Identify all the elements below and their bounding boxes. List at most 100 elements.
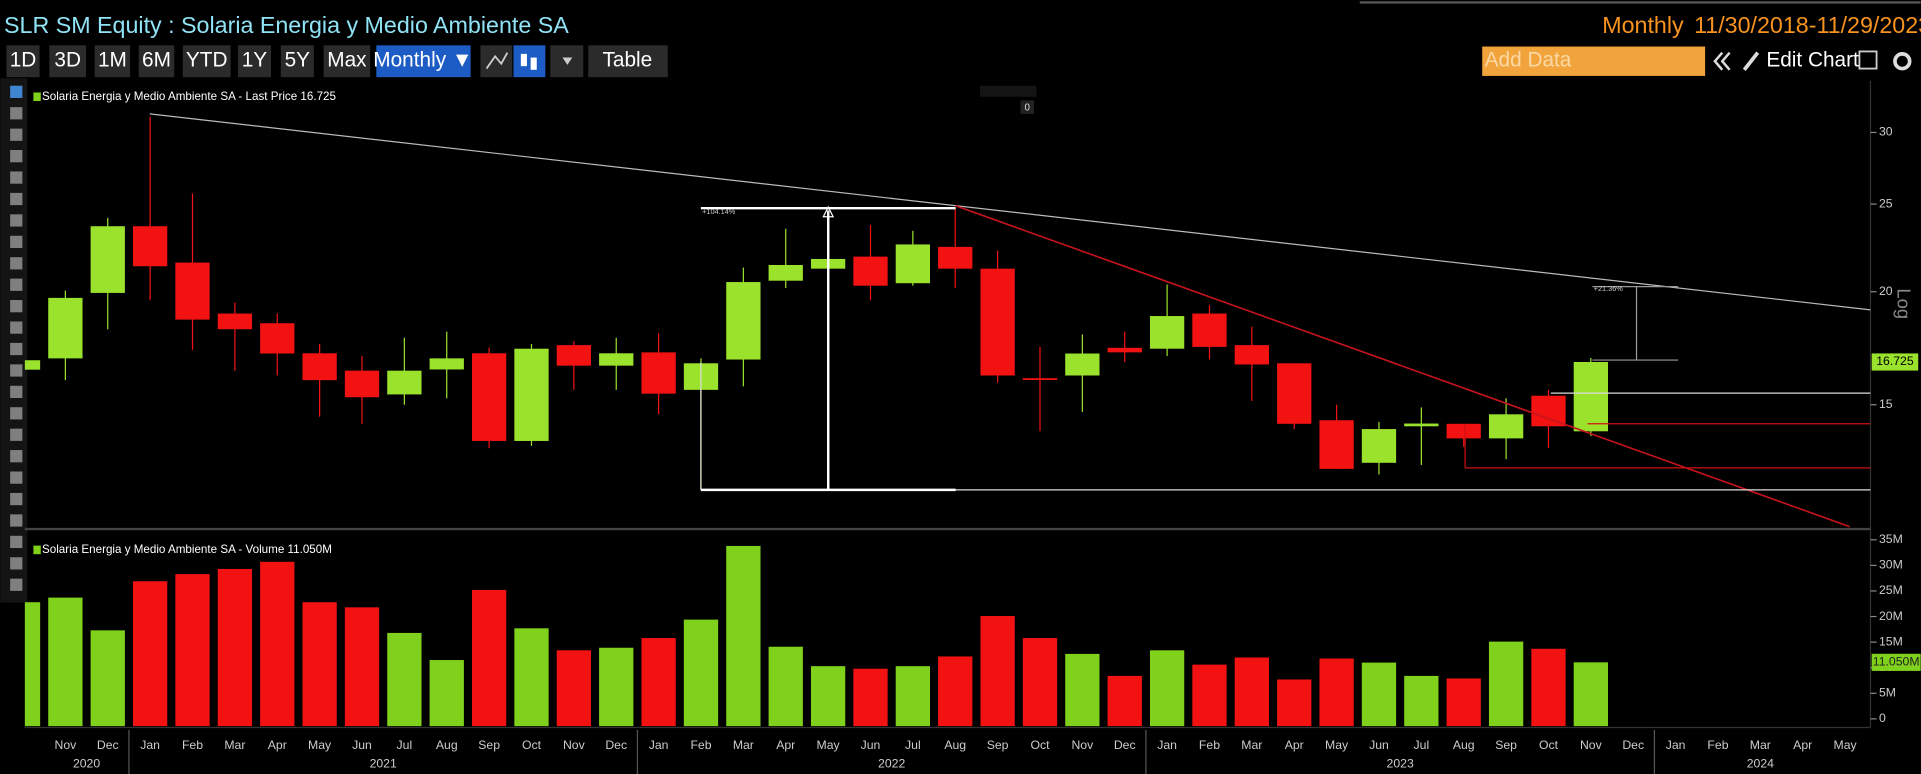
tool-icon[interactable] — [10, 535, 23, 549]
range-label[interactable]: Max — [327, 49, 367, 72]
candle-body — [429, 358, 464, 370]
mini-toolbar[interactable] — [980, 85, 1037, 97]
tool-icon[interactable] — [10, 300, 23, 313]
range-label[interactable]: 1M — [98, 49, 127, 72]
candle-body — [938, 246, 973, 269]
candle-body — [217, 313, 253, 330]
x-tick-label: Jan — [1157, 738, 1177, 752]
scale-label: Log — [1893, 288, 1914, 319]
x-tick-label: Aug — [436, 738, 458, 752]
frequency-button[interactable] — [376, 45, 471, 78]
range-button[interactable] — [280, 45, 314, 78]
candle-body — [1065, 353, 1100, 376]
x-tick-label: May — [308, 738, 332, 752]
gear-icon[interactable] — [1893, 52, 1912, 71]
x-tick-label: Mar — [1750, 738, 1771, 752]
volume-bar — [1022, 638, 1058, 727]
volume-bar — [260, 561, 295, 727]
volume-bar — [302, 602, 337, 727]
table-button[interactable] — [588, 45, 668, 78]
candle-chart-button[interactable] — [513, 45, 546, 78]
x-tick-label: Oct — [1030, 738, 1050, 752]
x-tick-label: Feb — [690, 738, 711, 752]
tool-icon[interactable] — [10, 85, 23, 98]
annotation: +21.36% — [1594, 284, 1624, 293]
tool-icon[interactable] — [10, 171, 23, 184]
x-tick-label: Jul — [1414, 738, 1430, 752]
frequency-label[interactable]: Monthly ▼ — [373, 49, 472, 72]
tool-icon[interactable] — [10, 235, 23, 248]
add-data-input[interactable] — [1482, 46, 1706, 76]
range-label[interactable]: 6M — [142, 49, 171, 72]
candle-body — [302, 353, 337, 381]
x-tick-label: Dec — [97, 738, 119, 752]
legend-label: Solaria Energia y Medio Ambiente SA - La… — [42, 90, 336, 103]
settings-icon[interactable] — [1858, 50, 1878, 70]
volume-bar — [1573, 662, 1608, 727]
range-label[interactable]: 5Y — [285, 49, 311, 72]
candle-body — [726, 282, 761, 360]
x-tick-label: Nov — [54, 738, 77, 752]
y-tick-label: 5M — [1879, 686, 1896, 700]
edit-icon[interactable] — [1742, 51, 1760, 71]
collapse-icon[interactable] — [1720, 51, 1731, 71]
tool-icon[interactable] — [10, 128, 23, 141]
tool-icon[interactable] — [10, 364, 23, 377]
tool-icon[interactable] — [10, 385, 23, 399]
x-group-label: 2023 — [1387, 756, 1414, 770]
volume-bar — [132, 581, 168, 727]
tool-icon[interactable] — [10, 214, 23, 227]
x-tick-label: Apr — [1285, 738, 1304, 752]
x-tick-label: Jan — [1666, 738, 1686, 752]
y-tick-label: 25 — [1879, 196, 1893, 210]
tool-icon[interactable] — [10, 342, 23, 356]
range-button[interactable] — [138, 45, 175, 78]
range-button[interactable] — [49, 45, 87, 78]
tool-icon[interactable] — [10, 257, 23, 270]
badge-box — [1020, 100, 1034, 114]
tool-icon[interactable] — [10, 514, 23, 527]
edit-chart-label[interactable]: Edit Chart — [1766, 49, 1859, 72]
date-range: 11/30/2018-11/29/2023 — [1694, 12, 1921, 38]
range-button[interactable] — [6, 45, 40, 78]
line-chart-button[interactable] — [480, 45, 513, 78]
volume-bar — [1192, 664, 1227, 727]
add-data-placeholder[interactable]: Add Data — [1485, 49, 1572, 72]
range-label[interactable]: 3D — [54, 49, 81, 72]
tool-icon[interactable] — [10, 428, 23, 441]
tool-icon[interactable] — [10, 407, 23, 420]
tool-icon[interactable] — [10, 321, 23, 334]
x-tick-label: Mar — [224, 738, 245, 752]
tool-icon[interactable] — [10, 471, 23, 484]
tool-icon[interactable] — [10, 192, 23, 206]
tool-icon[interactable] — [10, 578, 23, 591]
x-tick-label: Sep — [987, 738, 1009, 752]
tool-icon[interactable] — [10, 278, 23, 291]
collapse-icon[interactable] — [1713, 51, 1724, 71]
volume-bar — [853, 668, 888, 727]
range-button[interactable] — [182, 45, 231, 78]
range-button[interactable] — [323, 45, 371, 78]
x-tick-label: Nov — [563, 738, 586, 752]
table-label[interactable]: Table — [603, 49, 653, 72]
y-tick-label: 20M — [1879, 609, 1903, 623]
volume-bar — [1531, 648, 1566, 727]
legend-swatch — [33, 545, 41, 555]
x-tick-label: Apr — [1793, 738, 1812, 752]
range-label[interactable]: 1Y — [242, 49, 268, 72]
tool-icon[interactable] — [10, 107, 23, 120]
tool-icon[interactable] — [10, 557, 23, 570]
volume-bar — [471, 589, 507, 727]
line-chart-icon — [485, 52, 509, 70]
tool-icon[interactable] — [10, 492, 23, 506]
trendline — [149, 113, 1871, 311]
tool-icon[interactable] — [10, 150, 23, 163]
x-group-label: 2022 — [878, 756, 905, 770]
tool-icon[interactable] — [10, 450, 23, 463]
volume-bar — [556, 650, 592, 727]
range-button[interactable] — [94, 45, 131, 78]
range-label[interactable]: 1D — [10, 49, 37, 72]
x-tick-label: Apr — [776, 738, 795, 752]
range-button[interactable] — [237, 45, 272, 78]
range-label[interactable]: YTD — [186, 49, 228, 72]
